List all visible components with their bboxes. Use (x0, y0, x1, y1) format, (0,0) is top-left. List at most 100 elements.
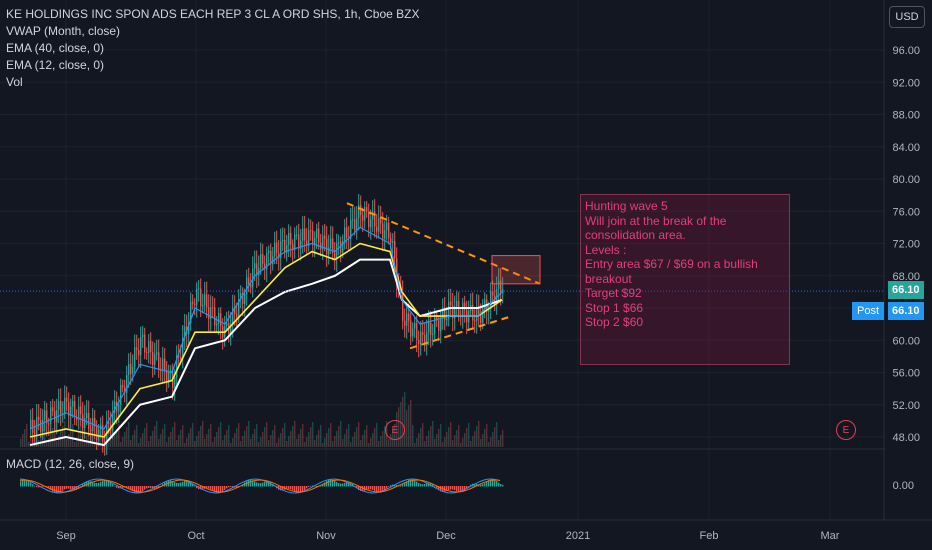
volume-bar (482, 434, 484, 447)
legend-vol[interactable]: Vol (6, 75, 23, 89)
candle-body (430, 322, 432, 335)
earnings-icon[interactable]: E (385, 420, 405, 440)
candle-body (184, 326, 186, 338)
volume-bar (58, 436, 60, 447)
candle-body (38, 416, 40, 421)
volume-bar (370, 438, 372, 447)
price-tick-label: 76.00 (892, 206, 920, 218)
macd-bar (410, 479, 412, 487)
macd-bar (190, 482, 192, 487)
macd-bar (394, 484, 396, 487)
grid (0, 0, 884, 520)
volume-bar (350, 442, 352, 447)
volume-bar (366, 425, 368, 447)
candle-body (166, 369, 168, 383)
volume-bar (318, 430, 320, 447)
candle-body (144, 334, 146, 353)
candle-body (420, 332, 422, 345)
legend-ema12[interactable]: EMA (12, close, 0) (6, 58, 105, 72)
candle-body (346, 227, 348, 238)
macd-bar (210, 486, 212, 490)
macd-bar (326, 480, 328, 487)
volume-bar (226, 430, 228, 447)
candle-body (130, 364, 132, 374)
volume-bar (214, 437, 216, 447)
candle-body (414, 323, 416, 329)
macd-bar (454, 486, 456, 491)
time-tick-label: Nov (316, 530, 336, 542)
volume-bar (436, 434, 438, 447)
macd-bar (232, 486, 234, 488)
text-note[interactable]: Hunting wave 5 Will join at the break of… (580, 194, 790, 365)
candle-body (134, 347, 136, 368)
candle-body (302, 228, 304, 241)
macd-bar (110, 482, 112, 487)
volume-bar (146, 423, 148, 447)
volume-bar (328, 428, 330, 447)
volume-bar (302, 424, 304, 447)
macd-bar (492, 479, 494, 487)
volume-bar (368, 443, 370, 447)
note-line: Stop 1 $66 (585, 300, 644, 315)
candle-body (168, 371, 170, 383)
volume-bar (242, 436, 244, 447)
volume-bar (142, 433, 144, 447)
macd-bar (288, 486, 290, 489)
volume-bar (374, 428, 376, 447)
volume-bar (308, 432, 310, 447)
note-line: Will join at the break of the consolidat… (585, 213, 730, 243)
candle-body (264, 263, 266, 270)
candle-body (88, 412, 90, 430)
candle-body (238, 299, 240, 318)
volume-bar (352, 437, 354, 447)
volume-bar (280, 433, 282, 447)
macd-bar (50, 486, 52, 490)
volume-bar (480, 439, 482, 447)
macd-bar (230, 486, 232, 488)
macd-bar (152, 486, 154, 489)
macd-bar (468, 486, 470, 487)
candle-body (292, 244, 294, 251)
time-tick-label: Oct (187, 530, 204, 542)
currency-button[interactable]: USD (889, 6, 925, 28)
candle-body (232, 307, 234, 325)
macd-bar (418, 482, 420, 487)
candle-body (438, 320, 440, 331)
last-price-label: 66.10 (888, 281, 924, 299)
legend-vwap[interactable]: VWAP (Month, close) (6, 24, 121, 38)
vwap-line (29, 258, 503, 447)
legend-ema40[interactable]: EMA (40, close, 0) (6, 41, 105, 55)
candle-body (262, 253, 264, 264)
volume-bar (458, 425, 460, 447)
candle-body (474, 320, 476, 322)
volume-bar (46, 443, 48, 447)
macd-bar (254, 481, 256, 487)
volume-bar (264, 427, 266, 447)
volume-bar (364, 430, 366, 447)
candle-body (160, 370, 162, 372)
volume-bar (448, 427, 450, 447)
volume-bar (244, 431, 246, 447)
earnings-icon[interactable]: E (836, 420, 856, 440)
volume-bar (136, 425, 138, 447)
candle-body (174, 377, 176, 388)
volume-bar (428, 431, 430, 447)
candle-body (46, 410, 48, 424)
candle-body (136, 347, 138, 350)
candle-body (48, 423, 50, 425)
macd-legend[interactable]: MACD (12, 26, close, 9) (6, 457, 135, 471)
macd-bar (412, 479, 414, 487)
candle-body (142, 334, 144, 338)
macd-bar (490, 479, 492, 487)
macd-bar (92, 482, 94, 487)
candle-body (86, 412, 88, 419)
candle-body (246, 277, 248, 295)
volume-bar (40, 435, 42, 447)
volume-bar (196, 436, 198, 447)
volume-bar (348, 424, 350, 447)
volume-bar (122, 437, 124, 447)
macd-bar (264, 481, 266, 487)
volume-bar (108, 426, 110, 447)
volume-bar (68, 434, 70, 447)
